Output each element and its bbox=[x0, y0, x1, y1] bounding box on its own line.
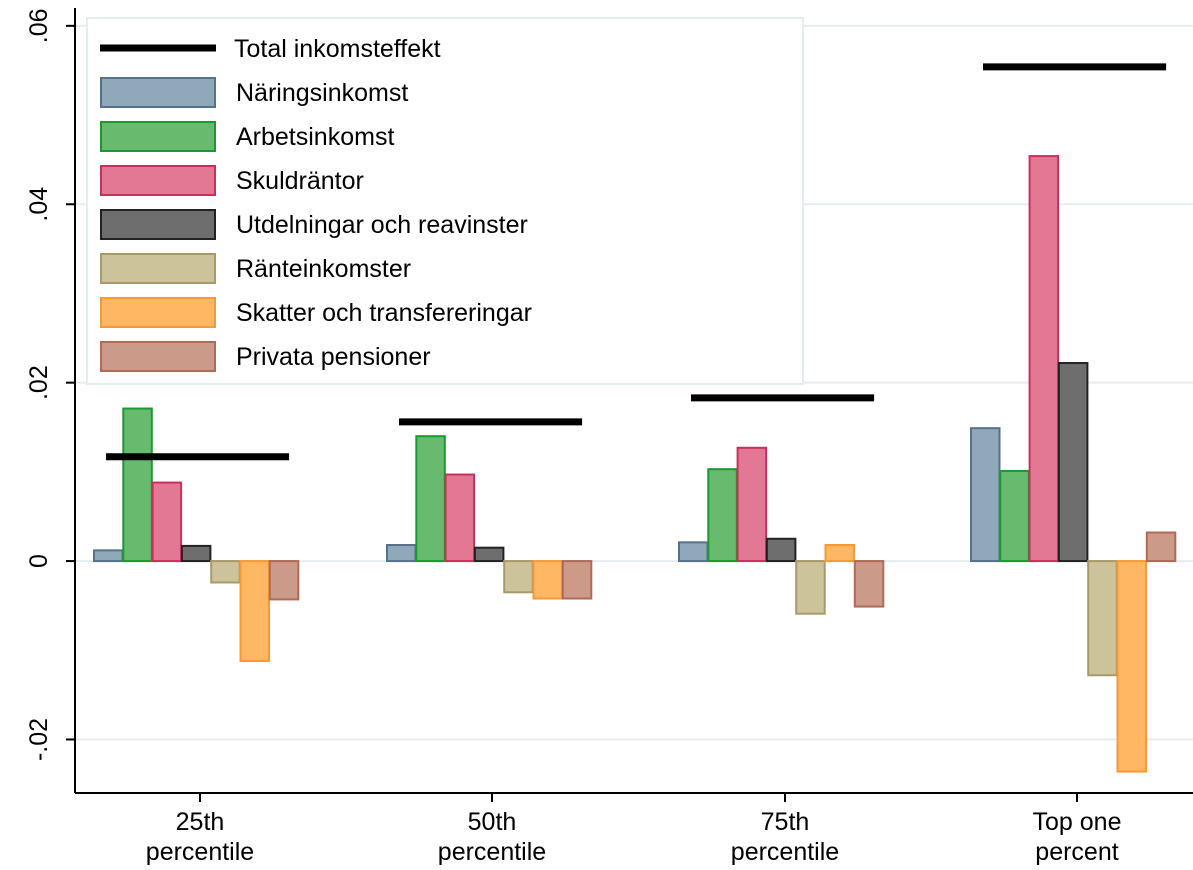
bar bbox=[999, 469, 1030, 563]
bar bbox=[970, 427, 1001, 563]
legend-swatch bbox=[100, 209, 216, 240]
legend-label: Skatter och transfereringar bbox=[236, 299, 532, 327]
legend-swatch bbox=[100, 341, 216, 372]
bar bbox=[1057, 362, 1089, 563]
legend-label: Ränteinkomster bbox=[236, 255, 411, 283]
y-tick-label: .04 bbox=[25, 187, 53, 222]
y-tick-label: .06 bbox=[25, 8, 53, 43]
x-tick-label: 25th percentile bbox=[146, 808, 254, 866]
legend-label: Arbetsinkomst bbox=[236, 123, 394, 151]
bar bbox=[853, 560, 885, 608]
bar bbox=[795, 560, 826, 615]
bar bbox=[824, 544, 855, 563]
bar bbox=[765, 537, 797, 563]
bar bbox=[532, 560, 563, 600]
bar bbox=[736, 446, 768, 563]
legend-swatch bbox=[100, 253, 216, 284]
bar bbox=[561, 560, 593, 600]
legend-label: Skuldräntor bbox=[236, 167, 364, 195]
bar bbox=[678, 541, 709, 563]
legend-box bbox=[86, 17, 804, 385]
bar bbox=[1028, 155, 1060, 563]
total-lines bbox=[106, 63, 1167, 461]
bar bbox=[444, 473, 476, 563]
legend-swatch bbox=[100, 121, 216, 152]
bar bbox=[415, 435, 446, 563]
legend: Total inkomsteffekt Näringsinkomst Arbetsi… bbox=[86, 17, 804, 385]
legend-label: Total inkomsteffekt bbox=[234, 35, 441, 63]
x-tick-label: 50th percentile bbox=[438, 808, 546, 866]
bar bbox=[1116, 560, 1147, 773]
bar bbox=[151, 481, 183, 563]
bar bbox=[239, 560, 270, 662]
legend-label: Privata pensioner bbox=[236, 343, 431, 371]
bar bbox=[210, 560, 241, 584]
legend-swatch bbox=[100, 165, 216, 196]
legend-label: Näringsinkomst bbox=[236, 79, 408, 107]
y-tick-label: 0 bbox=[25, 554, 53, 568]
bar bbox=[707, 468, 738, 563]
legend-label: Utdelningar och reavinster bbox=[236, 211, 528, 239]
bar bbox=[180, 544, 212, 563]
legend-swatch bbox=[100, 77, 216, 108]
bar bbox=[386, 544, 417, 563]
bar bbox=[268, 560, 300, 601]
x-tick-label: 75th percentile bbox=[731, 808, 839, 866]
y-tick-label: -.02 bbox=[25, 718, 53, 761]
bar bbox=[1087, 560, 1118, 677]
bar bbox=[1145, 531, 1177, 563]
bar bbox=[122, 407, 153, 563]
bar bbox=[93, 549, 124, 563]
legend-swatch bbox=[100, 297, 216, 328]
bar bbox=[473, 546, 505, 563]
axes: -.02 0 .02 .04 .06 25th percentile 50th percenti… bbox=[25, 8, 1193, 866]
bars bbox=[93, 155, 1177, 773]
y-tick-label: .02 bbox=[25, 365, 53, 400]
bar bbox=[503, 560, 534, 594]
x-tick-label: Top one percent bbox=[1033, 808, 1122, 866]
